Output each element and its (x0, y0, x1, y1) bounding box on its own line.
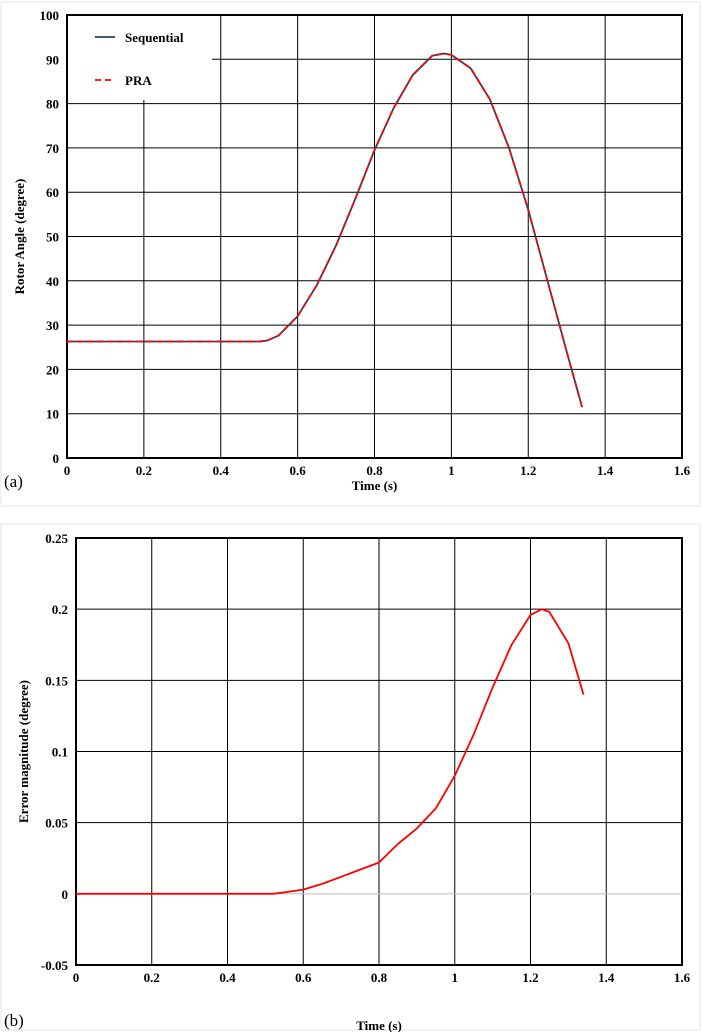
y-tick-label: 100 (40, 8, 60, 23)
y-tick-label: 70 (46, 141, 59, 156)
x-tick-label: 0.6 (295, 970, 312, 985)
plot-area-border (75, 537, 683, 966)
x-tick-label: 0.2 (144, 970, 160, 985)
x-tick-label: 0.4 (219, 970, 236, 985)
y-tick-label: 30 (46, 318, 59, 333)
x-axis-label: Time (s) (356, 1018, 402, 1032)
plot-area-border (66, 14, 683, 459)
y-tick-label: 40 (46, 274, 59, 289)
x-tick-label: 1.2 (520, 463, 536, 478)
panel-a: 0 0.2 0.4 0.6 0.8 1 1.2 1.4 1.6 0 10 20 30 40 50 60 70 80… (4, 8, 691, 493)
series-line-pra (67, 52, 583, 408)
y-tick-label: 90 (46, 52, 59, 67)
y-tick-label: 0 (62, 887, 69, 902)
x-tick-label: 0.2 (136, 463, 152, 478)
y-tick-label: 0.2 (52, 602, 68, 617)
y-tick-label: 10 (46, 407, 59, 422)
y-axis-label: Error magnitude (degree) (16, 680, 31, 823)
x-tick-label: 0.4 (213, 463, 230, 478)
y-tick-label: 60 (46, 185, 59, 200)
x-tick-label: 1 (452, 970, 459, 985)
x-axis-label: Time (s) (352, 478, 398, 493)
x-tick-label: 0.8 (366, 463, 383, 478)
y-tick-label: 0 (53, 451, 60, 466)
panel-label: (b) (4, 1011, 24, 1030)
x-tick-label: 1.4 (598, 970, 615, 985)
y-tick-label: -0.05 (41, 958, 69, 973)
y-tick-label: 80 (46, 97, 59, 112)
x-tick-label: 0 (73, 970, 80, 985)
x-tick-label: 1.2 (522, 970, 538, 985)
legend-label: Sequential (125, 30, 184, 45)
x-tick-label: 0.6 (290, 463, 307, 478)
panel-b-frame (0, 523, 701, 1031)
y-tick-label: 0.05 (45, 816, 68, 831)
y-tick-label: 20 (46, 362, 59, 377)
x-tick-label: 0.8 (371, 970, 388, 985)
x-tick-label: 0 (64, 463, 71, 478)
y-tick-label: 0.1 (52, 745, 68, 760)
legend-label: PRA (125, 73, 152, 88)
x-tick-label: 1.4 (597, 463, 614, 478)
x-tick-label: 1.6 (674, 970, 691, 985)
panel-label: (a) (4, 472, 23, 491)
panel-b: 0 0.2 0.4 0.6 0.8 1 1.2 1.4 1.6 -0.05 0 0.05 0.1 0.15… (4, 531, 691, 1032)
y-tick-label: 0.15 (45, 673, 68, 688)
y-tick-label: 0.25 (45, 531, 68, 546)
y-axis-label: Rotor Angle (degree) (12, 179, 27, 295)
y-tick-label: 50 (46, 230, 59, 245)
x-tick-label: 1.6 (674, 463, 691, 478)
panel-a-frame (0, 1, 701, 507)
series-line-error (76, 608, 585, 895)
x-tick-label: 1 (448, 463, 455, 478)
